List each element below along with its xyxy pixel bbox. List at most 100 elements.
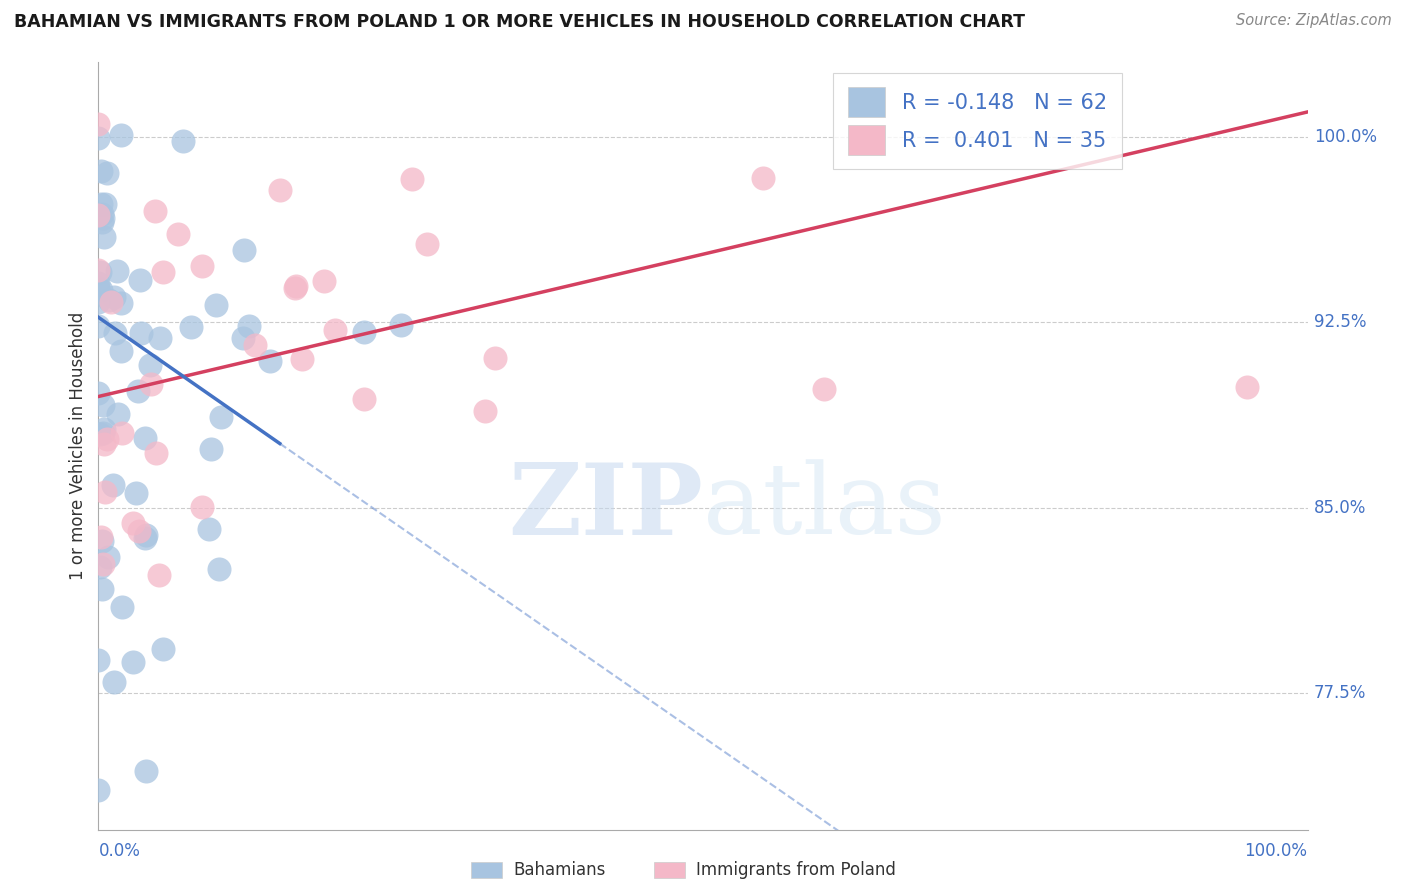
Point [314,274,336,288]
Point [87,277,110,291]
Point [101,478,124,492]
Point [90,582,112,596]
Point [93,422,115,436]
Point [129,273,152,287]
Point [149,331,172,345]
Point [231,331,253,345]
Point [269,183,291,197]
Point [90,164,112,178]
Point [104,326,127,341]
Point [416,237,439,252]
Point [125,486,148,500]
Point [232,244,254,258]
Point [87,318,110,333]
Text: Bahamians: Bahamians [513,861,606,879]
Text: 77.5%: 77.5% [1313,684,1367,703]
Point [353,392,375,406]
Point [143,203,166,218]
Point [474,404,496,418]
Point [128,524,150,538]
Point [1236,380,1258,394]
Point [87,131,110,145]
Point [205,298,228,312]
Point [198,522,221,536]
Point [166,227,188,242]
Point [129,326,152,340]
Point [135,528,157,542]
Point [90,284,112,298]
Point [87,117,110,131]
Point [813,382,835,396]
Point [139,376,162,391]
Point [353,325,375,339]
Point [389,318,412,332]
Text: BAHAMIAN VS IMMIGRANTS FROM POLAND 1 OR MORE VEHICLES IN HOUSEHOLD CORRELATION C: BAHAMIAN VS IMMIGRANTS FROM POLAND 1 OR … [14,13,1025,31]
Point [97,293,120,308]
Point [127,384,149,399]
Point [209,410,232,425]
Point [91,215,114,229]
Point [91,534,114,549]
Point [110,128,132,143]
Point [89,560,111,574]
Point [121,656,143,670]
Text: 85.0%: 85.0% [1313,499,1367,516]
Point [401,172,423,186]
Point [284,281,307,295]
Point [96,432,118,446]
Point [752,171,775,186]
Point [91,211,114,226]
Point [148,567,170,582]
Point [87,263,110,277]
Point [180,320,202,334]
Text: Source: ZipAtlas.com: Source: ZipAtlas.com [1236,13,1392,29]
Y-axis label: 1 or more Vehicles in Household: 1 or more Vehicles in Household [69,312,87,580]
Point [323,323,346,337]
Point [89,265,111,279]
Text: 0.0%: 0.0% [98,842,141,860]
Point [103,675,125,690]
Point [484,351,506,365]
Point [93,437,115,451]
Point [121,516,143,531]
Point [90,529,112,543]
Text: Immigrants from Poland: Immigrants from Poland [696,861,896,879]
Point [172,134,194,148]
Point [89,426,111,441]
Point [87,294,110,309]
Point [96,166,118,180]
Point [87,280,110,294]
Point [135,764,157,778]
Point [91,207,114,221]
Point [105,264,128,278]
Point [200,442,222,456]
Point [94,485,117,500]
Point [285,278,308,293]
Point [110,344,132,359]
Point [87,386,110,401]
Text: 92.5%: 92.5% [1313,313,1367,331]
Point [111,425,134,440]
Point [291,351,314,366]
Text: atlas: atlas [703,459,946,555]
Point [91,426,114,441]
Point [208,562,231,576]
Point [152,642,174,657]
Point [87,208,110,222]
Point [238,318,260,333]
Point [152,265,174,279]
Point [90,197,112,211]
Point [87,783,110,797]
Point [107,407,129,421]
Point [134,431,156,445]
Point [93,398,115,412]
Point [243,338,266,352]
Point [94,197,117,211]
Point [134,532,156,546]
Point [259,354,281,368]
Point [103,290,125,304]
Point [87,653,110,667]
Point [145,446,167,460]
Point [97,550,120,565]
Text: 100.0%: 100.0% [1244,842,1308,860]
